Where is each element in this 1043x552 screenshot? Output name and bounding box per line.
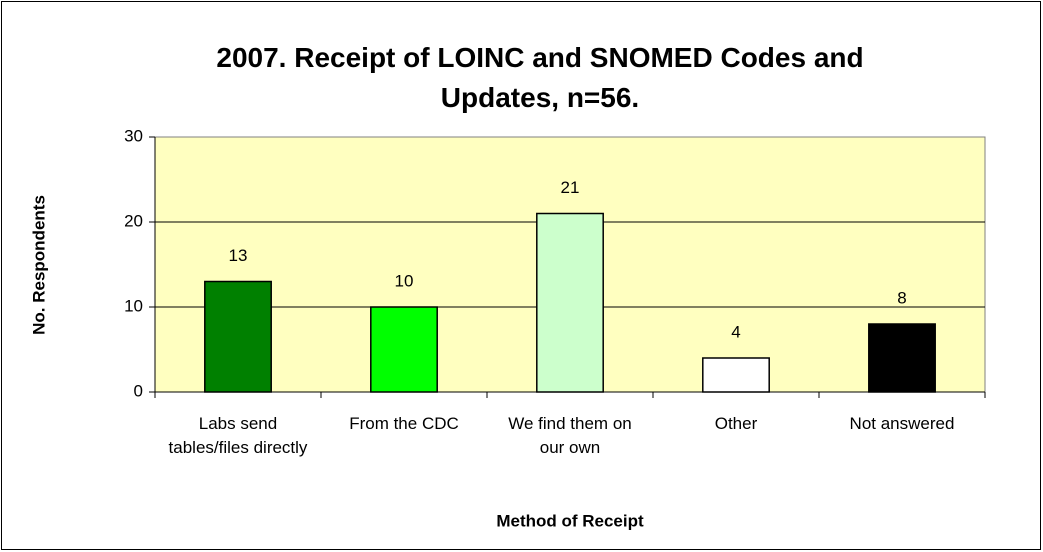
x-tick-label: Labs send tables/files directly: [169, 414, 308, 457]
data-label: 13: [229, 246, 248, 265]
y-tick-label: 0: [134, 381, 143, 400]
data-label: 8: [897, 288, 906, 307]
bar: [702, 357, 770, 393]
bar: [370, 306, 438, 393]
bar: [868, 323, 936, 393]
data-label: 21: [561, 178, 580, 197]
chart-title: 2007. Receipt of LOINC and SNOMED Codes …: [216, 42, 863, 113]
x-tick-label: Other: [715, 414, 758, 433]
bar: [204, 280, 272, 393]
y-tick-label: 30: [124, 126, 143, 145]
bar: [536, 212, 604, 393]
y-axis-label: No. Respondents: [29, 195, 48, 335]
x-tick-label: Not answered: [850, 414, 955, 433]
x-tick-label: From the CDC: [349, 414, 459, 433]
y-tick-label: 10: [124, 296, 143, 315]
y-tick-label: 20: [124, 211, 143, 230]
data-label: 4: [731, 322, 740, 341]
x-axis-label: Method of Receipt: [496, 511, 644, 530]
data-label: 10: [395, 271, 414, 290]
x-tick-label: We find them on our own: [508, 414, 631, 457]
